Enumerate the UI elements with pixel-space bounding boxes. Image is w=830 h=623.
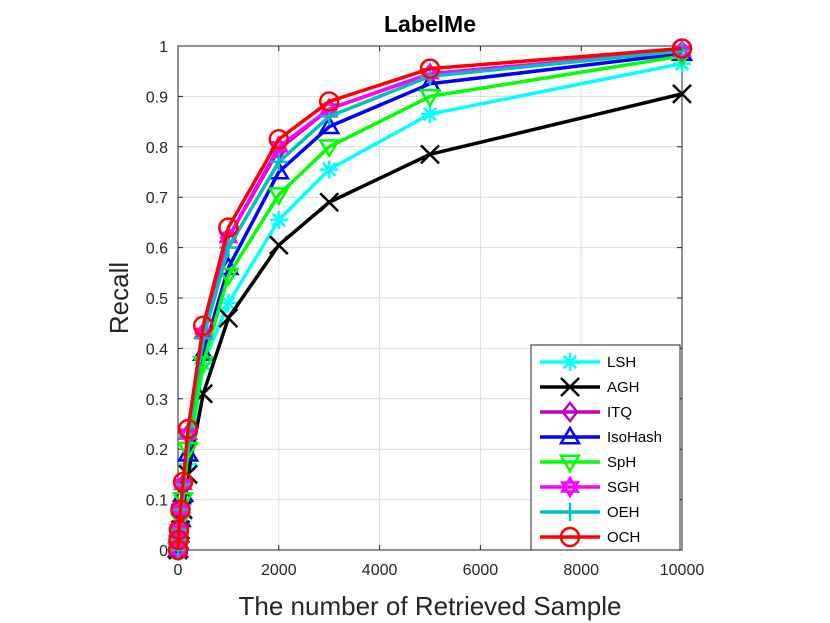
y-tick-label: 1 (159, 39, 168, 56)
y-tick-label: 0 (159, 543, 168, 560)
legend-label-sph: SpH (607, 454, 636, 471)
data-point-agh (672, 83, 692, 104)
y-tick-label: 0.2 (146, 442, 168, 459)
chart-title: LabelMe (384, 11, 476, 37)
data-point-lsh (320, 160, 339, 179)
data-point-sph (217, 267, 240, 287)
legend-item-agh: AGH (540, 377, 640, 397)
hexagram-triangle-b (560, 481, 580, 499)
x-tick-label: 2000 (261, 562, 297, 579)
legend-label-oeh: OEH (607, 504, 640, 521)
legend-marker-och (559, 526, 581, 548)
data-point-och (268, 128, 290, 150)
legend-marker-oeh (561, 503, 579, 521)
y-tick-label: 0.5 (146, 291, 168, 308)
hexagram-triangle-b (319, 103, 340, 121)
legend-item-itq: ITQ (540, 400, 632, 424)
legend-marker-isohash (558, 425, 582, 445)
legend-item-oeh: OEH (540, 503, 640, 521)
legend: LSH AGH ITQ IsoHash SpH SGH OEH OCH (530, 344, 681, 551)
series-layer (166, 38, 694, 562)
data-point-agh (420, 144, 440, 165)
data-point-och (192, 315, 214, 336)
legend-marker-itq (561, 400, 579, 424)
data-point-agh (319, 192, 340, 213)
y-axis-label: Recall (104, 262, 134, 334)
data-point-lsh (269, 210, 288, 229)
y-tick-label: 0.9 (146, 89, 168, 106)
legend-box (530, 344, 681, 551)
legend-item-sph: SpH (540, 454, 636, 474)
legend-item-lsh: LSH (540, 353, 636, 371)
data-point-och (419, 58, 441, 79)
data-point-och (318, 91, 340, 112)
x-tick-label: 4000 (362, 562, 398, 579)
data-point-och (167, 539, 189, 561)
data-point-och (177, 418, 199, 440)
data-point-sph (418, 88, 442, 108)
legend-marker-sgh (560, 475, 580, 499)
legend-label-agh: AGH (607, 379, 640, 396)
x-tick-label: 8000 (563, 562, 599, 579)
x-tick-label: 6000 (463, 562, 499, 579)
data-point-sph (318, 139, 341, 159)
y-tick-label: 0.3 (146, 392, 168, 409)
y-tick-label: 0.4 (146, 341, 168, 358)
data-point-och (170, 499, 191, 520)
data-point-och (168, 529, 189, 551)
y-tick-label: 0.7 (146, 190, 168, 207)
legend-label-sgh: SGH (607, 479, 640, 496)
y-tick-label: 0.6 (146, 241, 168, 258)
x-axis-label: The number of Retrieved Sample (239, 591, 622, 621)
data-point-lsh (421, 105, 439, 124)
legend-label-itq: ITQ (607, 404, 632, 421)
legend-item-sgh: SGH (540, 475, 640, 499)
x-tick-label: 0 (174, 562, 183, 579)
series-och (167, 38, 693, 561)
legend-item-isohash: IsoHash (540, 425, 662, 446)
hexagram-triangle-a (560, 475, 580, 493)
data-point-och (172, 471, 194, 493)
data-point-och (168, 519, 190, 541)
y-axis-ticks: 0 0.1 0.2 0.3 0.4 0.5 0.6 0.7 0.8 0.9 1 (146, 39, 682, 560)
legend-marker-agh (560, 377, 580, 397)
data-point-oeh (269, 152, 288, 171)
data-point-sph (267, 187, 290, 207)
data-point-och (671, 38, 693, 59)
data-point-och (218, 217, 239, 238)
legend-item-och: OCH (540, 526, 640, 548)
data-point-isohash (318, 115, 341, 135)
legend-marker-lsh (561, 353, 579, 371)
data-point-lsh (219, 294, 238, 313)
legend-label-isohash: IsoHash (607, 429, 662, 446)
data-point-agh (268, 235, 289, 255)
legend-marker-sph (558, 454, 582, 474)
legend-label-lsh: LSH (607, 354, 636, 371)
x-tick-label: 10000 (660, 562, 705, 579)
y-tick-label: 0.1 (146, 493, 168, 510)
y-tick-label: 0.8 (146, 140, 168, 157)
x-axis-ticks: 0 2000 4000 6000 8000 10000 (174, 46, 705, 579)
data-point-agh (218, 308, 239, 329)
legend-label-och: OCH (607, 529, 640, 546)
